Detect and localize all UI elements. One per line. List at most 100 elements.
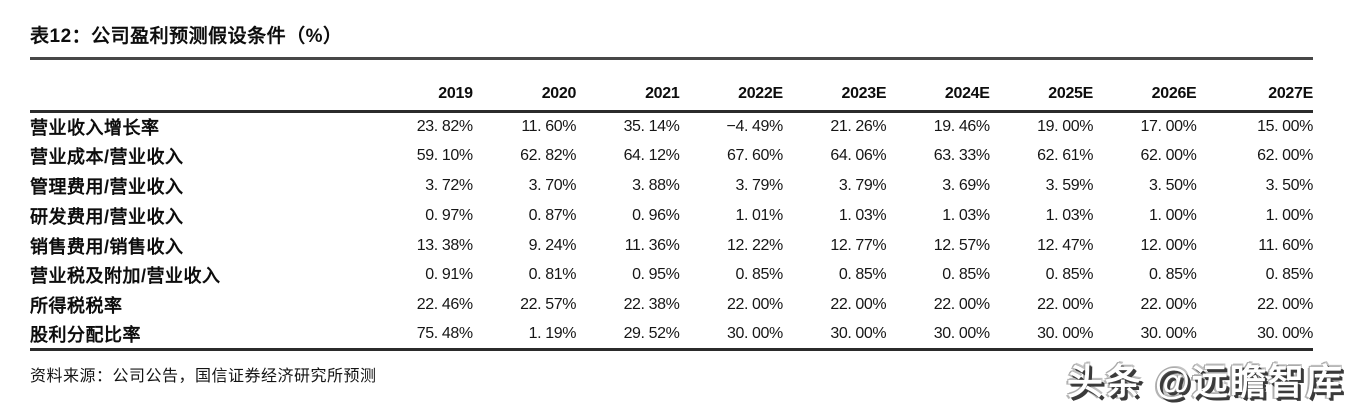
table-row-rd-expense-ratio: 研发费用/营业收入 0. 97% 0. 87% 0. 96% 1. 01% 1.… xyxy=(30,201,1313,231)
cell-value: 9. 24% xyxy=(528,236,577,254)
cell-value: 12. 47% xyxy=(1037,236,1094,254)
cell-value: 30. 00% xyxy=(782,320,887,352)
cell-value: 12. 77% xyxy=(830,236,887,254)
cell-value: 1. 00% xyxy=(1265,206,1314,224)
cell-value: 12. 22% xyxy=(726,236,783,254)
cell-value: 11. 60% xyxy=(1258,236,1313,254)
cell-value: 0. 87% xyxy=(528,206,577,224)
cell-value: 30. 00% xyxy=(679,320,783,352)
table-row-admin-expense-ratio: 管理费用/营业收入 3. 72% 3. 70% 3. 88% 3. 79% 3.… xyxy=(30,171,1313,201)
cell-value: 22. 00% xyxy=(830,296,887,314)
cell-value: 3. 79% xyxy=(838,176,887,194)
cell-value: 59. 10% xyxy=(416,147,473,165)
column-header-2019: 2019 xyxy=(369,60,473,113)
cell-value: 17. 00% xyxy=(1140,118,1197,136)
column-header-2026e: 2026E xyxy=(1093,60,1197,113)
cell-value: 0. 95% xyxy=(632,266,680,284)
cell-value: 3. 72% xyxy=(425,176,473,194)
row-label: 股利分配比率 xyxy=(30,320,370,352)
table-row-dividend-payout-ratio: 股利分配比率 75. 48% 1. 19% 29. 52% 30. 00% 30… xyxy=(30,320,1313,352)
cell-value: 19. 46% xyxy=(933,118,990,136)
table-row-income-tax-rate: 所得税税率 22. 46% 22. 57% 22. 38% 22. 00% 22… xyxy=(30,290,1313,320)
cell-value: 0. 85% xyxy=(1149,266,1197,284)
cell-value: 0. 85% xyxy=(1045,266,1094,284)
cell-value: 62. 00% xyxy=(1257,147,1313,165)
source-note: 资料来源：公司公告，国信证券经济研究所预测 xyxy=(30,368,377,386)
cell-value: 63. 33% xyxy=(933,147,990,165)
cell-value: 22. 00% xyxy=(1037,296,1094,314)
table-title: 表12：公司盈利预测假设条件（%） xyxy=(30,26,343,47)
column-header-2021: 2021 xyxy=(576,60,680,113)
cell-value: 23. 82% xyxy=(416,118,473,136)
cell-value: 75. 48% xyxy=(369,320,473,352)
report-table-section: 表12：公司盈利预测假设条件（%） 2019 2020 2021 2022E 2… xyxy=(30,0,1313,386)
row-label-column-header xyxy=(30,60,370,113)
cell-value: 22. 00% xyxy=(1257,296,1313,314)
cell-value: 0. 96% xyxy=(632,206,680,224)
row-label: 所得税税率 xyxy=(30,296,123,317)
cell-value: 11. 60% xyxy=(521,118,577,136)
row-label: 销售费用/销售收入 xyxy=(30,236,184,257)
cell-value: 3. 69% xyxy=(942,176,990,194)
cell-value: 3. 59% xyxy=(1045,176,1094,194)
cell-value: 29. 52% xyxy=(576,320,680,352)
cell-value: 1. 03% xyxy=(942,206,990,224)
cell-value: 3. 79% xyxy=(735,176,783,194)
row-label: 营业收入增长率 xyxy=(30,118,160,139)
cell-value: 30. 00% xyxy=(1093,320,1197,352)
cell-value: −4. 49% xyxy=(726,118,784,136)
cell-value: 30. 00% xyxy=(886,320,990,352)
row-label: 研发费用/营业收入 xyxy=(30,206,184,227)
cell-value: 1. 03% xyxy=(1045,206,1094,224)
row-label: 管理费用/营业收入 xyxy=(30,176,184,197)
cell-value: 0. 91% xyxy=(425,266,473,284)
cell-value: 30. 00% xyxy=(1196,320,1313,352)
cell-value: 30. 00% xyxy=(989,320,1093,352)
cell-value: 22. 38% xyxy=(623,296,680,314)
cell-value: 12. 57% xyxy=(933,236,990,254)
table-row-revenue-growth: 营业收入增长率 23. 82% 11. 60% 35. 14% −4. 49% … xyxy=(30,112,1313,142)
cell-value: 3. 70% xyxy=(528,176,577,194)
row-label: 营业成本/营业收入 xyxy=(30,147,184,168)
cell-value: 3. 88% xyxy=(632,176,680,194)
cell-value: 0. 97% xyxy=(425,206,473,224)
watermark-toutiao-yuanzhan: 头条 @远瞻智库 xyxy=(1066,361,1344,402)
column-header-2023e: 2023E xyxy=(782,60,887,113)
cell-value: 3. 50% xyxy=(1265,176,1314,194)
cell-value: 0. 85% xyxy=(838,266,887,284)
cell-value: 62. 82% xyxy=(520,147,577,165)
cell-value: 22. 00% xyxy=(726,296,783,314)
row-label: 营业税及附加/营业收入 xyxy=(30,266,221,287)
column-header-2025e: 2025E xyxy=(989,60,1093,113)
cell-value: 22. 00% xyxy=(933,296,990,314)
cell-value: 1. 01% xyxy=(735,206,783,224)
column-header-2024e: 2024E xyxy=(886,60,990,113)
cell-value: 1. 00% xyxy=(1149,206,1197,224)
cell-value: 21. 26% xyxy=(830,118,887,136)
cell-value: 0. 81% xyxy=(528,266,577,284)
cell-value: 64. 06% xyxy=(830,147,887,165)
table-row-selling-expense-ratio: 销售费用/销售收入 13. 38% 9. 24% 11. 36% 12. 22%… xyxy=(30,231,1313,261)
column-header-2022e: 2022E xyxy=(679,60,783,113)
cell-value: 0. 85% xyxy=(942,266,990,284)
table-row-business-tax-ratio: 营业税及附加/营业收入 0. 91% 0. 81% 0. 95% 0. 85% … xyxy=(30,260,1313,290)
cell-value: 22. 46% xyxy=(416,296,473,314)
cell-value: 22. 00% xyxy=(1140,296,1197,314)
cell-value: 0. 85% xyxy=(1265,266,1314,284)
cell-value: 0. 85% xyxy=(735,266,783,284)
cell-value: 67. 60% xyxy=(726,147,783,165)
cell-value: 35. 14% xyxy=(623,118,680,136)
cell-value: 11. 36% xyxy=(624,236,680,254)
cell-value: 64. 12% xyxy=(623,147,680,165)
cell-value: 19. 00% xyxy=(1037,118,1094,136)
cell-value: 1. 19% xyxy=(472,320,576,352)
forecast-assumptions-table: 2019 2020 2021 2022E 2023E 2024E 2025E 2… xyxy=(30,60,1313,352)
cell-value: 13. 38% xyxy=(416,236,473,254)
table-header-row: 2019 2020 2021 2022E 2023E 2024E 2025E 2… xyxy=(30,60,1313,113)
cell-value: 22. 57% xyxy=(520,296,577,314)
cell-value: 3. 50% xyxy=(1149,176,1197,194)
cell-value: 62. 00% xyxy=(1140,147,1197,165)
column-header-2027e: 2027E xyxy=(1196,60,1313,113)
title-divider xyxy=(30,57,1313,60)
table-row-cost-to-revenue: 营业成本/营业收入 59. 10% 62. 82% 64. 12% 67. 60… xyxy=(30,141,1313,171)
